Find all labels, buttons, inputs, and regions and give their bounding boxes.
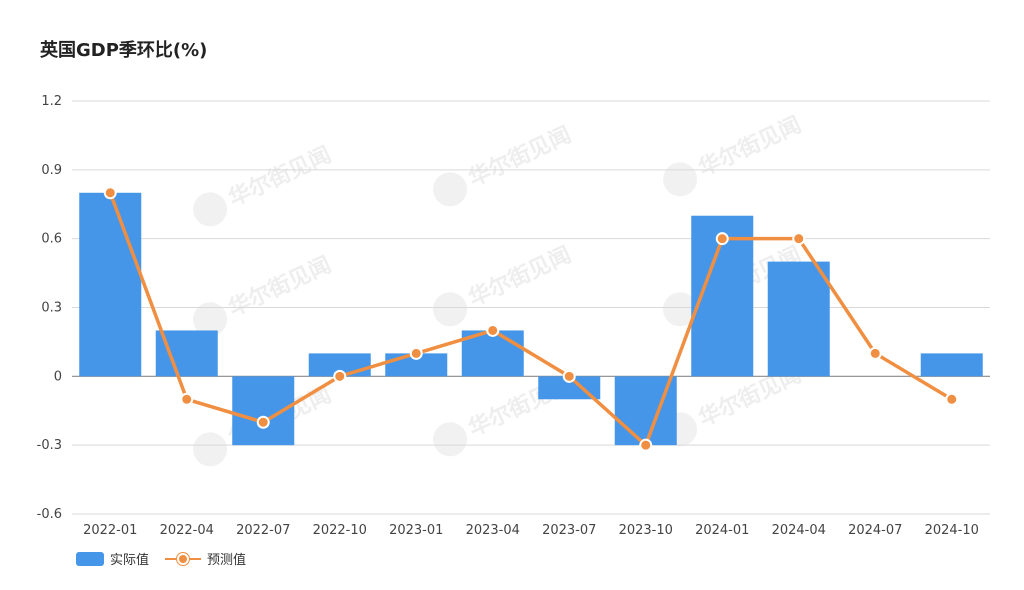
forecast-point [486,323,500,337]
y-tick-label: 0.9 [41,163,62,178]
legend-bar-swatch [76,551,104,566]
bar-actual [538,376,601,400]
legend: 实际值 预测值 [76,549,262,568]
forecast-point [562,369,576,383]
watermark-logo [193,192,228,227]
y-tick-label: 1.2 [41,94,62,109]
x-tick-label: 2024-04 [772,523,826,538]
x-tick-label: 2024-01 [695,523,749,538]
y-tick-label: 0 [54,369,62,384]
forecast-point [715,232,729,246]
legend-label-forecast: 预测值 [207,553,247,568]
forecast-point [333,369,347,383]
bar-actual [155,330,218,377]
watermark-text: 华尔街见闻 [695,112,806,182]
bar-actual [767,261,830,377]
watermark-logo [433,422,468,457]
watermark: 华尔街见闻 [433,242,576,327]
watermark-text: 华尔街见闻 [465,122,576,192]
x-tick-label: 2023-01 [389,523,443,538]
watermark-logo [663,162,698,197]
forecast-point [256,415,270,429]
x-tick-label: 2022-01 [83,523,137,538]
watermark: 华尔街见闻 [193,252,336,337]
bar-actual [920,353,983,377]
bar-actual [79,192,142,377]
watermark-logo [193,432,228,467]
watermark-text: 华尔街见闻 [465,242,576,312]
watermark-logo [433,292,468,327]
watermark-logo [663,292,698,327]
legend-line-swatch [165,552,202,566]
watermark-text: 华尔街见闻 [225,142,336,212]
watermark: 华尔街见闻 [663,112,806,197]
forecast-point [945,392,959,406]
y-tick-label: 0.6 [41,232,62,247]
x-tick-label: 2023-07 [542,523,596,538]
watermark-text: 华尔街见闻 [225,252,336,322]
legend-label-actual: 实际值 [110,553,150,568]
forecast-point [792,232,806,246]
y-tick-label: 0.3 [41,301,62,316]
forecast-line [108,192,953,447]
forecast-point [639,438,653,452]
x-tick-label: 2023-04 [466,523,520,538]
legend-item-forecast[interactable]: 预测值 [165,549,246,568]
forecast-point [409,346,423,360]
x-tick-label: 2022-07 [236,523,290,538]
watermark: 华尔街见闻 [433,122,576,207]
x-tick-label: 2022-04 [160,523,214,538]
x-tick-label: 2024-10 [925,523,979,538]
y-tick-label: -0.6 [37,507,62,522]
forecast-point [103,186,117,200]
legend-item-actual[interactable]: 实际值 [76,549,149,568]
forecast-point [180,392,194,406]
forecast-point [868,346,882,360]
x-tick-label: 2023-10 [619,523,673,538]
watermark-logo [193,302,228,337]
watermark: 华尔街见闻 [193,142,336,227]
y-tick-label: -0.3 [37,438,62,453]
chart-title: 英国GDP季环比(%) [40,40,208,61]
watermark-logo [433,172,468,207]
x-tick-label: 2024-07 [848,523,902,538]
x-tick-label: 2022-10 [313,523,367,538]
